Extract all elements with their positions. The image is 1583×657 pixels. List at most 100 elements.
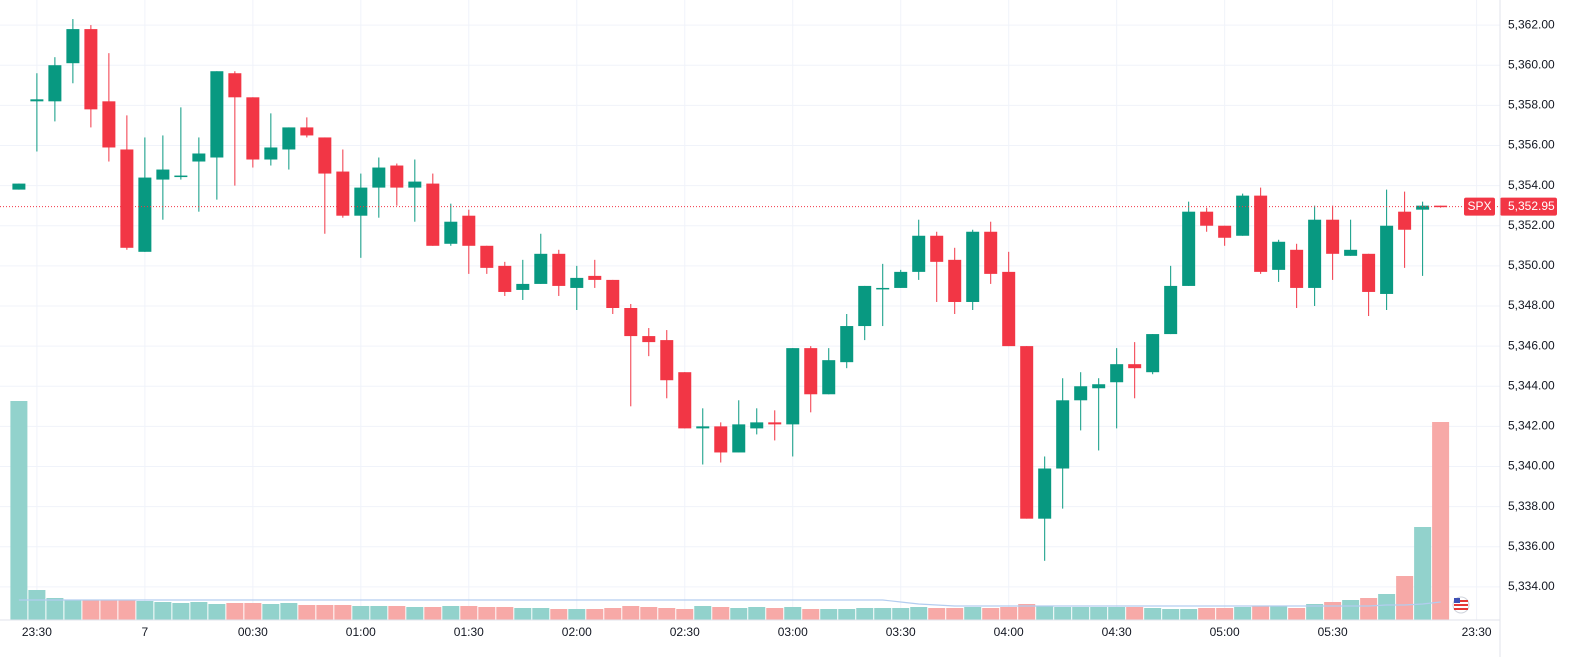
volume-bar — [1108, 607, 1126, 620]
y-tick-label: 5,338.00 — [1508, 499, 1555, 513]
candle-body — [264, 147, 278, 160]
candle-body — [408, 181, 422, 188]
volume-bar — [1288, 608, 1306, 620]
volume-bar — [892, 608, 910, 620]
volume-bar — [820, 609, 838, 620]
volume-bar — [262, 604, 280, 620]
volume-bar — [1324, 602, 1342, 620]
candle-body — [498, 265, 512, 292]
x-tick-label: 02:00 — [562, 625, 592, 639]
volume-bar — [1054, 607, 1072, 620]
candle-body — [588, 275, 602, 280]
candle-body — [534, 253, 548, 284]
candle-body — [192, 153, 206, 162]
y-tick-label: 5,348.00 — [1508, 298, 1555, 312]
volume-bar — [172, 603, 190, 620]
volume-bar — [388, 606, 406, 620]
x-tick-label: 01:00 — [346, 625, 376, 639]
candle-body — [84, 29, 98, 110]
volume-bar — [1252, 606, 1270, 620]
candle-body — [732, 424, 746, 453]
symbol-label: SPX — [1467, 199, 1491, 213]
candle-body — [786, 348, 800, 425]
candle-body — [858, 285, 872, 327]
candle-body — [462, 215, 476, 246]
volume-bar — [1036, 606, 1054, 620]
candle-body — [336, 171, 350, 216]
volume-bar — [1378, 594, 1396, 620]
candle-body — [1290, 249, 1304, 288]
candle-body — [1362, 253, 1376, 292]
volume-bar — [1000, 607, 1018, 620]
volume-bar — [1090, 607, 1108, 620]
candle-body — [948, 259, 962, 302]
y-tick-label: 5,360.00 — [1508, 57, 1555, 71]
volume-bar — [604, 608, 622, 620]
volume-bar — [10, 401, 28, 620]
volume-bar — [244, 603, 262, 620]
volume-bar — [1126, 607, 1144, 620]
x-tick-label: 02:30 — [670, 625, 700, 639]
candle-body — [1038, 468, 1052, 519]
volume-bar — [946, 608, 964, 620]
volume-bar — [730, 608, 748, 620]
candle-body — [390, 165, 404, 188]
x-tick-label: 23:30 — [1462, 625, 1492, 639]
candle-body — [1254, 195, 1268, 272]
candle-body — [1074, 386, 1088, 401]
volume-bar — [442, 606, 460, 620]
candle-body — [210, 71, 224, 158]
last-price-badge — [1500, 197, 1557, 216]
candle-body — [768, 422, 782, 425]
volume-bar — [784, 607, 802, 620]
candle-body — [372, 167, 386, 188]
candle-body — [966, 231, 980, 302]
volume-bar — [964, 607, 982, 620]
candle-body — [894, 271, 908, 288]
volume-bar — [406, 607, 424, 620]
volume-bar — [1306, 604, 1324, 620]
volume-bar — [136, 601, 154, 620]
candle-body — [696, 426, 710, 429]
candle-body — [138, 177, 152, 252]
y-tick-label: 5,350.00 — [1508, 258, 1555, 272]
candle-body — [1056, 400, 1070, 469]
candle-body — [1398, 211, 1412, 230]
volume-bar — [982, 608, 1000, 620]
volume-bar — [1342, 600, 1360, 620]
candle-body — [120, 149, 134, 248]
y-tick-label: 5,362.00 — [1508, 17, 1555, 31]
candle-body — [1110, 364, 1124, 383]
volume-bar — [622, 606, 640, 620]
volume-bar — [1072, 607, 1090, 620]
volume-bar — [118, 600, 136, 620]
candle-body — [1344, 249, 1358, 256]
candle-body — [642, 336, 656, 343]
volume-bar — [496, 607, 514, 620]
candle-body — [714, 426, 728, 453]
candle-body — [1128, 364, 1142, 369]
volume-bar — [1414, 527, 1432, 620]
volume-bar — [460, 606, 478, 620]
x-tick-label: 01:30 — [454, 625, 484, 639]
volume-bar — [532, 608, 550, 620]
candle-body — [1182, 211, 1196, 286]
y-tick-label: 5,336.00 — [1508, 539, 1555, 553]
candle-body — [606, 279, 620, 308]
volume-bar — [586, 609, 604, 620]
candle-body — [1200, 211, 1214, 226]
candle-body — [246, 97, 260, 160]
volume-bar — [28, 590, 46, 620]
y-tick-label: 5,352.00 — [1508, 218, 1555, 232]
candle-body — [1380, 225, 1394, 294]
volume-bar — [1180, 609, 1198, 620]
candle-body — [282, 127, 296, 150]
y-tick-label: 5,342.00 — [1508, 419, 1555, 433]
x-tick-label: 03:30 — [886, 625, 916, 639]
volume-bar — [766, 608, 784, 620]
candle-body — [300, 127, 314, 136]
candle-body — [1146, 334, 1160, 373]
volume-bar — [1018, 604, 1036, 620]
volume-bar — [694, 606, 712, 620]
candle-body — [12, 183, 26, 190]
